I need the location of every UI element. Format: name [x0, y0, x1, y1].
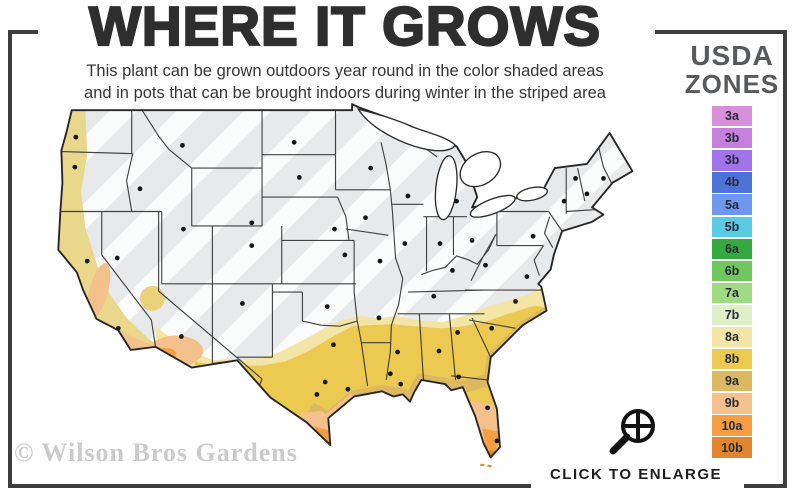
city-dot: [72, 164, 78, 170]
city-dot: [513, 299, 518, 304]
city-dot: [180, 142, 185, 148]
city-dot: [437, 241, 443, 246]
city-dot: [436, 348, 442, 354]
city-dot: [402, 241, 408, 246]
zone-swatch-8b: 8b: [712, 349, 752, 370]
state-borders: [60, 109, 614, 405]
frame-left: [8, 30, 12, 488]
zone-swatch-6b: 6b: [712, 260, 752, 282]
city-dot: [249, 220, 255, 226]
zone-swatch-3b: 3b: [712, 128, 752, 149]
city-dot: [454, 198, 459, 204]
city-dot: [450, 268, 455, 273]
lake-huron: [459, 150, 502, 188]
city-dot: [181, 226, 186, 232]
city-dot: [322, 379, 328, 385]
city-dot: [179, 334, 184, 339]
city-dot: [377, 258, 383, 264]
zone-swatch-7a: 7a: [712, 282, 752, 304]
city-dot: [249, 243, 255, 248]
frame-top-left: [8, 30, 38, 34]
city-dot: [368, 165, 374, 171]
city-dot: [485, 405, 490, 411]
lake-erie: [469, 194, 516, 218]
city-dot: [291, 139, 297, 145]
city-dot: [332, 226, 337, 232]
city-dot: [405, 193, 411, 199]
watermark: © Wilson Bros Gardens: [14, 438, 298, 467]
city-dot: [489, 325, 495, 331]
city-dot: [584, 191, 590, 197]
zone-swatch-3b: 3b: [712, 150, 752, 171]
frame-top-right: [655, 30, 787, 34]
click-to-enlarge-label[interactable]: CLICK TO ENLARGE: [549, 466, 723, 483]
city-dot: [376, 315, 382, 321]
city-dot: [573, 176, 578, 181]
city-dot: [345, 386, 351, 392]
frame-bottom-left: [8, 484, 531, 488]
city-dot: [561, 198, 567, 204]
zone-vegas-pocket: [140, 285, 165, 311]
zone-swatch-4b: 4b: [712, 172, 752, 193]
great-lakes: [356, 108, 548, 221]
zone-9b-arizona: [149, 335, 204, 367]
city-dots: [72, 134, 606, 444]
zone-swatch-10a: 10a: [712, 415, 752, 436]
city-dot: [114, 255, 120, 261]
city-dot: [455, 330, 460, 335]
lake-superior: [356, 108, 457, 152]
city-dot: [524, 274, 530, 279]
city-dot: [331, 342, 336, 348]
legend-title-usda: USDA: [690, 40, 774, 71]
city-dot: [137, 186, 143, 192]
city-dot: [494, 438, 500, 444]
zone-swatch-9b: 9b: [712, 393, 752, 414]
subtitle-line-1: This plant can be grown outdoors year ro…: [86, 62, 604, 80]
city-dot: [395, 349, 400, 355]
frame-bottom-right: [744, 484, 787, 488]
legend-title-zones: ZONES: [684, 68, 780, 99]
city-dot: [483, 262, 488, 268]
city-dot: [469, 238, 475, 243]
florida-keys: [480, 463, 495, 468]
city-dot: [314, 392, 320, 397]
zone-10a-arizona: [155, 347, 177, 361]
subtitle: This plant can be grown outdoors year ro…: [45, 61, 645, 105]
us-hardiness-zone-map[interactable]: [50, 103, 650, 475]
frame-right: [783, 30, 787, 488]
city-dot: [342, 252, 348, 258]
city-dot: [73, 134, 79, 140]
striped-area-overlay: [58, 104, 633, 458]
usda-zones-legend: USDA ZONES 3a 3b 3b 4b 5a 5b 6a 6b 7a 7b 8a 8b 9a 9b 1…: [678, 40, 786, 460]
city-dot: [456, 374, 462, 380]
city-dot: [601, 176, 606, 181]
zone-swatch-10b: 10b: [712, 437, 752, 458]
zone-swatch-9a: 9a: [712, 371, 752, 392]
lake-michigan: [434, 155, 458, 221]
zone-swatch-3a: 3a: [712, 106, 752, 127]
city-dot: [530, 233, 536, 239]
city-dot: [296, 175, 302, 180]
zone-swatch-5a: 5a: [712, 194, 752, 215]
city-dot: [324, 304, 330, 309]
zone-swatch-6a: 6a: [712, 238, 752, 259]
zone-swatch-list: 3a 3b 3b 4b 5a 5b 6a 6b 7a 7b 8a 8b 9a 9b 10a 10b: [678, 106, 786, 458]
city-dot: [431, 293, 437, 299]
zone-swatch-5b: 5b: [712, 216, 752, 237]
city-dot: [84, 258, 90, 264]
city-dot: [398, 381, 404, 387]
magnifying-glass-plus-icon[interactable]: [602, 402, 666, 466]
subtitle-line-2: and in pots that can be brought indoors …: [84, 83, 606, 102]
city-dot: [115, 325, 121, 331]
city-dot: [240, 301, 245, 306]
page-title: WHERE IT GROWS: [88, 0, 602, 57]
city-dot: [363, 215, 368, 221]
city-dot: [387, 371, 393, 377]
zone-9b-central-valley: [86, 263, 111, 320]
lake-ontario: [516, 186, 548, 202]
zone-swatch-7b: 7b: [712, 304, 752, 326]
zone-swatch-8a: 8a: [712, 327, 752, 348]
